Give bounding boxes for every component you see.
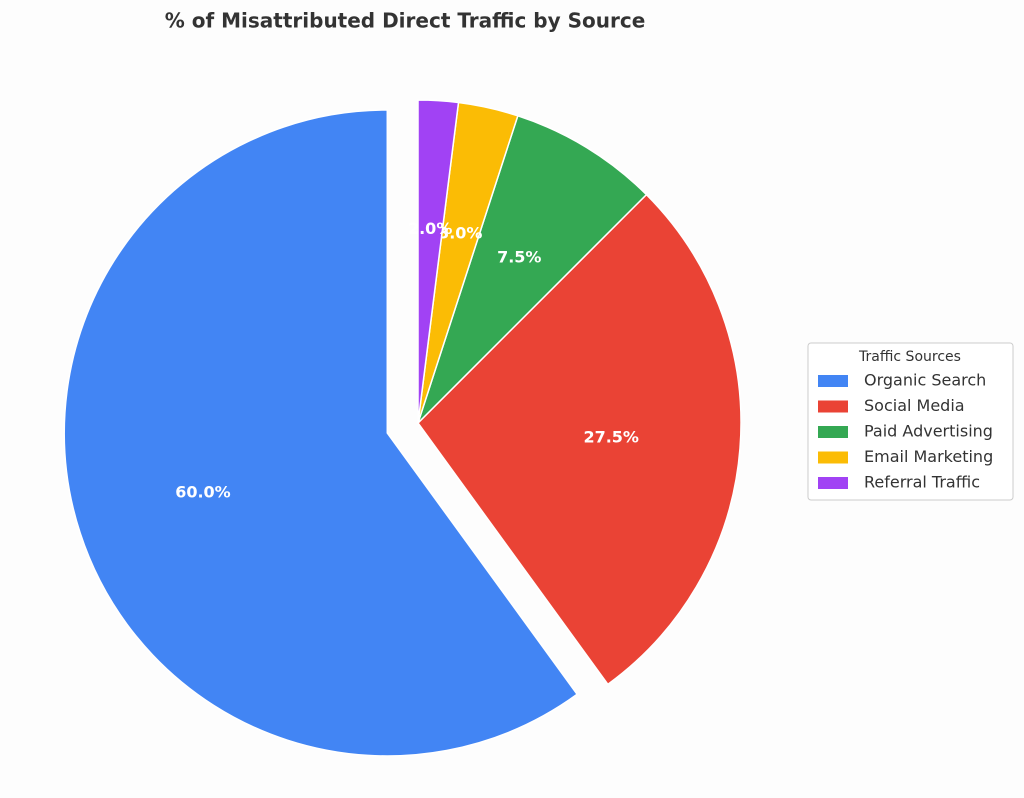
slice-label: 2.0% xyxy=(408,219,452,238)
legend-swatch xyxy=(818,426,848,438)
legend-label: Referral Traffic xyxy=(864,473,980,492)
pie-slice xyxy=(417,99,460,424)
legend-swatch xyxy=(818,477,848,489)
chart-title: % of Misattributed Direct Traffic by Sou… xyxy=(165,9,646,33)
pie-slice xyxy=(417,114,648,424)
legend-label: Paid Advertising xyxy=(864,422,993,441)
slice-label: 60.0% xyxy=(175,482,231,501)
legend-title: Traffic Sources xyxy=(858,349,961,365)
legend-label: Organic Search xyxy=(864,371,986,390)
slice-label: 27.5% xyxy=(583,428,639,447)
legend-swatch xyxy=(818,400,848,413)
legend-label: Email Marketing xyxy=(864,447,993,466)
pie-slice xyxy=(417,193,742,686)
pie-slice xyxy=(63,109,579,757)
legend-label: Social Media xyxy=(864,396,965,415)
legend-swatch xyxy=(818,375,848,387)
slice-label: 7.5% xyxy=(497,247,541,266)
slice-label: 3.0% xyxy=(438,223,482,242)
legend-swatch xyxy=(818,451,848,464)
legend-box xyxy=(807,342,1014,501)
